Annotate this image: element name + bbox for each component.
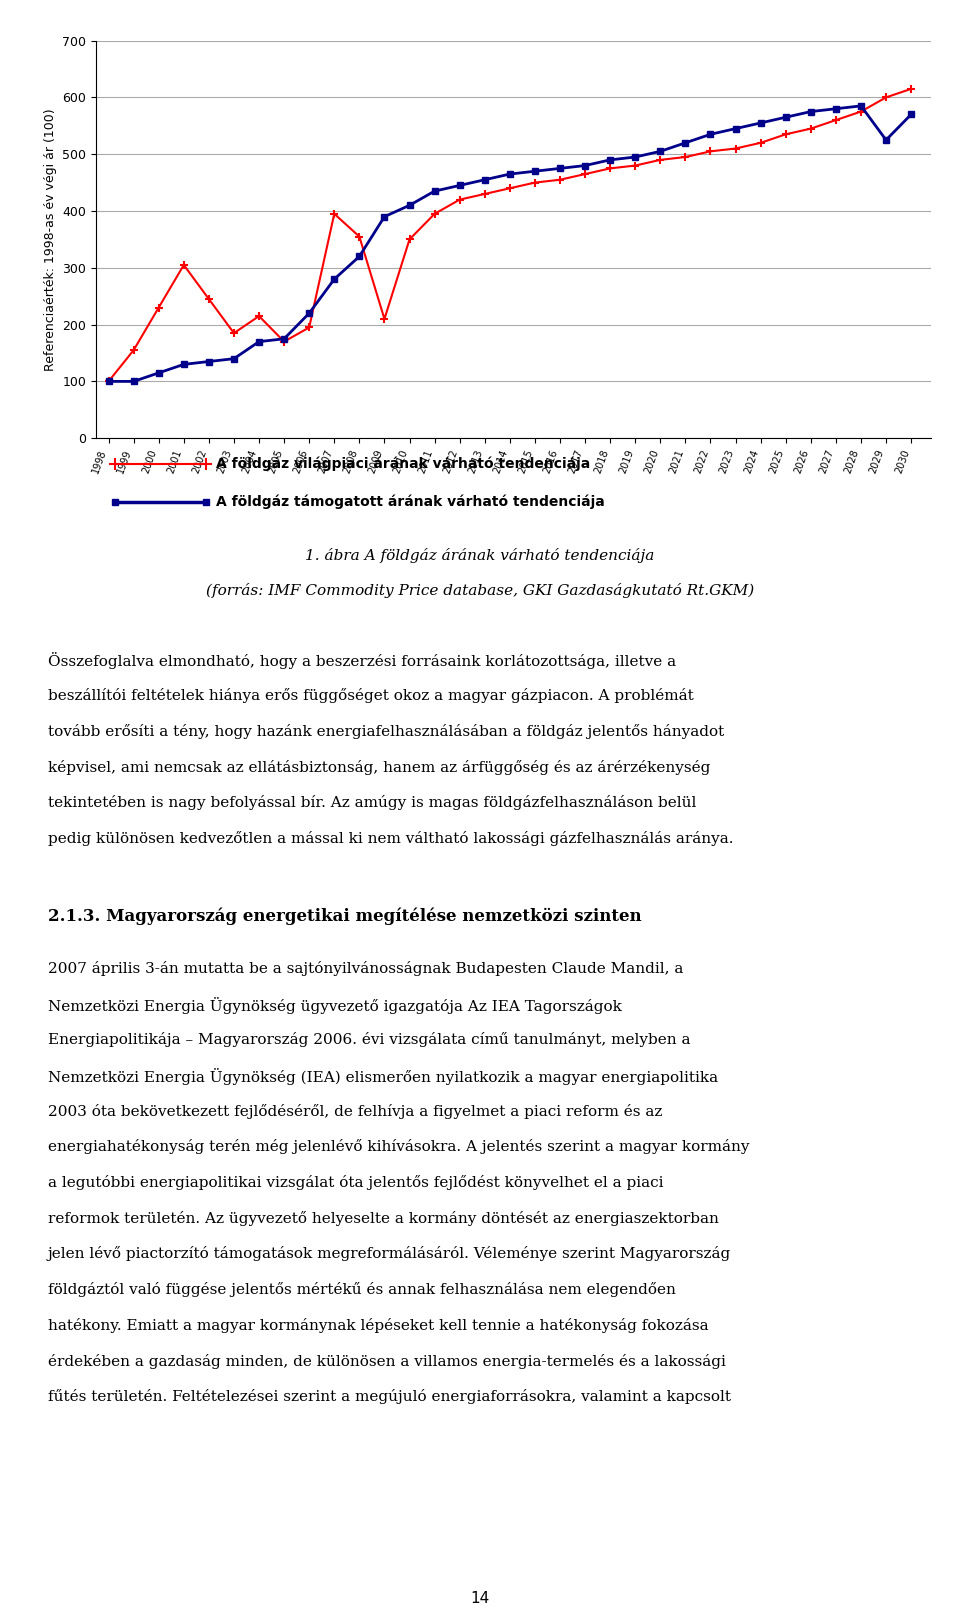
Text: Összefoglalva elmondható, hogy a beszerzési forrásaink korlátozottsága, illetve : Összefoglalva elmondható, hogy a beszerz… bbox=[48, 652, 676, 669]
Text: A földgáz világpiaci árának várható tendenciája: A földgáz világpiaci árának várható tend… bbox=[216, 458, 590, 471]
Text: tovább erősíti a tény, hogy hazánk energiafelhasználásában a földgáz jelentős há: tovább erősíti a tény, hogy hazánk energ… bbox=[48, 724, 724, 738]
Y-axis label: Referenciaérték: 1998-as év végi ár (100): Referenciaérték: 1998-as év végi ár (100… bbox=[44, 109, 57, 370]
Text: Nemzetközi Energia Ügynökség (IEA) elismerően nyilatkozik a magyar energiapoliti: Nemzetközi Energia Ügynökség (IEA) elism… bbox=[48, 1068, 718, 1084]
Text: Energiapolitikája – Magyarország 2006. évi vizsgálata című tanulmányt, melyben a: Energiapolitikája – Magyarország 2006. é… bbox=[48, 1032, 690, 1047]
Text: hatékony. Emiatt a magyar kormánynak lépéseket kell tennie a hatékonyság fokozás: hatékony. Emiatt a magyar kormánynak lép… bbox=[48, 1318, 708, 1332]
Text: pedig különösen kedvezőtlen a mással ki nem váltható lakossági gázfelhasználás a: pedig különösen kedvezőtlen a mással ki … bbox=[48, 831, 733, 846]
Text: 2.1.3. Magyarország energetikai megítélése nemzetközi szinten: 2.1.3. Magyarország energetikai megítélé… bbox=[48, 907, 641, 925]
Text: tekintetében is nagy befolyással bír. Az amúgy is magas földgázfelhasználáson be: tekintetében is nagy befolyással bír. Az… bbox=[48, 795, 696, 810]
Text: 2007 április 3-án mutatta be a sajtónyilvánosságnak Budapesten Claude Mandil, a: 2007 április 3-án mutatta be a sajtónyil… bbox=[48, 961, 684, 975]
Text: beszállítói feltételek hiánya erős függőséget okoz a magyar gázpiacon. A problém: beszállítói feltételek hiánya erős függő… bbox=[48, 688, 694, 703]
Text: érdekében a gazdaság minden, de különösen a villamos energia-termelés és a lakos: érdekében a gazdaság minden, de különöse… bbox=[48, 1354, 726, 1368]
Text: A földgáz támogatott árának várható tendenciája: A földgáz támogatott árának várható tend… bbox=[216, 495, 605, 508]
Text: a legutóbbi energiapolitikai vizsgálat óta jelentős fejlődést könyvelhet el a pi: a legutóbbi energiapolitikai vizsgálat ó… bbox=[48, 1175, 663, 1190]
Text: energiahatékonyság terén még jelenlévő kihívásokra. A jelentés szerint a magyar : energiahatékonyság terén még jelenlévő k… bbox=[48, 1139, 750, 1154]
Text: 14: 14 bbox=[470, 1591, 490, 1607]
Text: reformok területén. Az ügyvezető helyeselte a kormány döntését az energiaszektor: reformok területén. Az ügyvezető helyese… bbox=[48, 1211, 719, 1225]
Text: földgáztól való függése jelentős mértékű és annak felhasználása nem elegendően: földgáztól való függése jelentős mértékű… bbox=[48, 1282, 676, 1297]
Text: Nemzetközi Energia Ügynökség ügyvezető igazgatója Az IEA Tagországok: Nemzetközi Energia Ügynökség ügyvezető i… bbox=[48, 997, 622, 1013]
Text: jelen lévő piactorzító támogatások megreformálásáról. Véleménye szerint Magyaror: jelen lévő piactorzító támogatások megre… bbox=[48, 1246, 732, 1261]
Text: 2003 óta bekövetkezett fejlődéséről, de felhívja a figyelmet a piaci reform és a: 2003 óta bekövetkezett fejlődéséről, de … bbox=[48, 1104, 662, 1118]
Text: képvisel, ami nemcsak az ellátásbiztonság, hanem az árfüggőség és az árérzékenys: képvisel, ami nemcsak az ellátásbiztonsá… bbox=[48, 760, 710, 774]
Text: fűtés területén. Feltételezései szerint a megújuló energiaforrásokra, valamint a: fűtés területén. Feltételezései szerint … bbox=[48, 1389, 731, 1404]
Text: 1. ábra A földgáz árának várható tendenciája: 1. ábra A földgáz árának várható tendenc… bbox=[305, 547, 655, 563]
Text: (forrás: IMF Commodity Price database, GKI Gazdaságkutató Rt.GKM): (forrás: IMF Commodity Price database, G… bbox=[205, 583, 755, 599]
